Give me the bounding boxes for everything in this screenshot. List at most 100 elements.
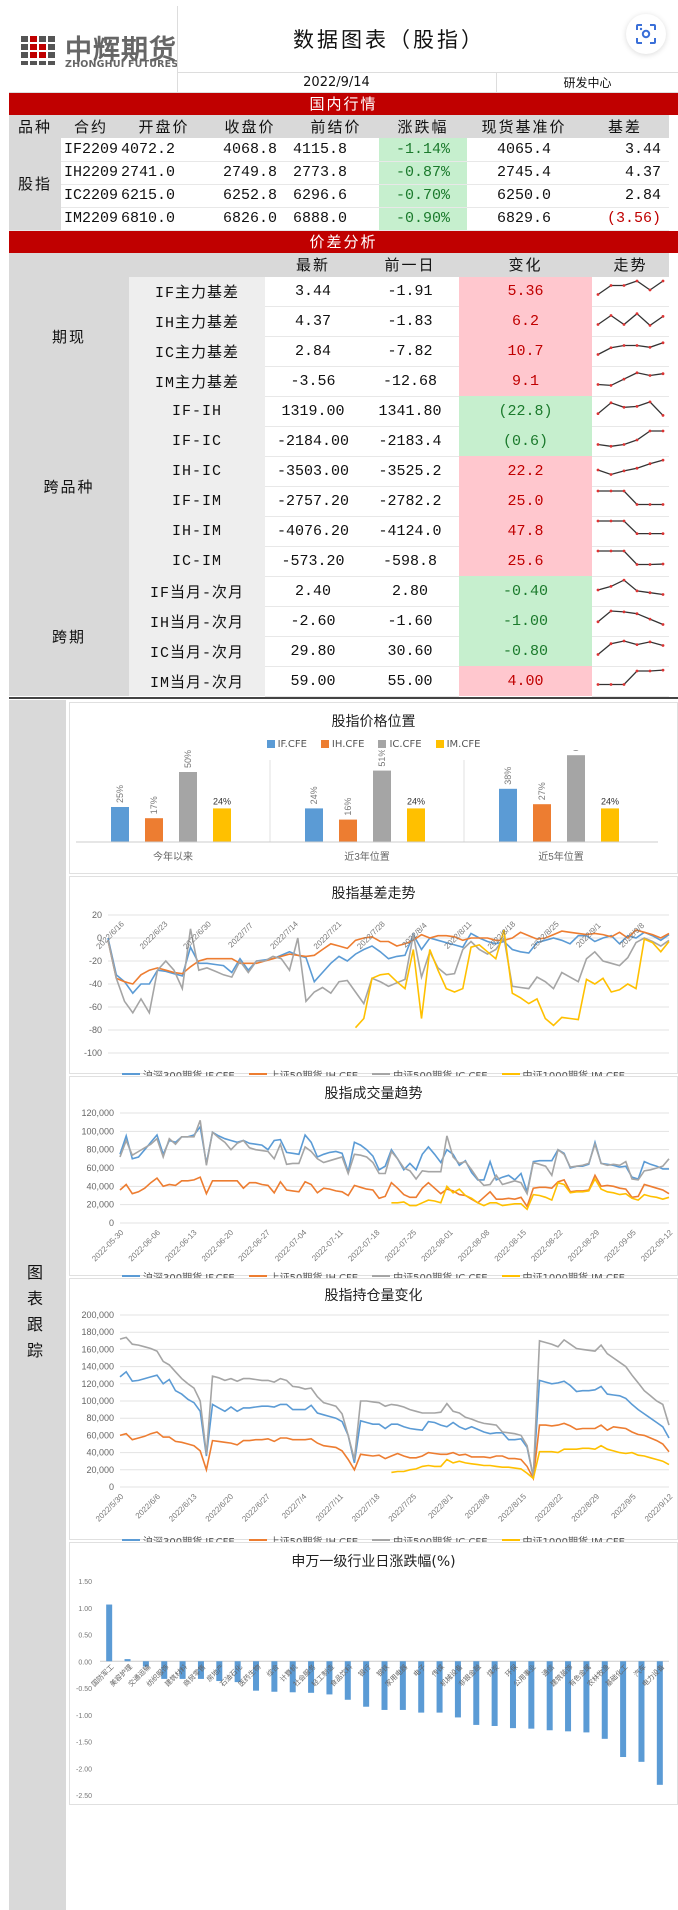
table-row: IC主力基差 2.84 -7.82 10.7 (9, 336, 669, 367)
svg-text:2022-07-04: 2022-07-04 (273, 1227, 309, 1263)
table-row: IM主力基差 -3.56 -12.68 9.1 (9, 366, 669, 397)
chart-title: 股指持仓量变化 (324, 1287, 423, 1304)
svg-text:1.00: 1.00 (78, 1605, 92, 1612)
prev-settle: 6296.6 (293, 184, 379, 208)
spread-label: IH-IC (129, 456, 265, 486)
svg-text:2022/8/25: 2022/8/25 (529, 919, 561, 951)
col-header: 走势 (592, 252, 669, 277)
open-price: 6810.0 (121, 207, 207, 231)
page: 中辉期货 ZHONGHUI FUTURES 数据图表（股指） 2022/9/14… (9, 0, 678, 1910)
divider (9, 696, 678, 700)
logo-mark-icon (21, 30, 61, 70)
col-header: 最新 (265, 252, 361, 277)
basis: 3.44 (581, 138, 669, 162)
svg-text:2022-08-29: 2022-08-29 (566, 1227, 602, 1263)
sparkline (592, 606, 669, 637)
svg-text:2022/9/12: 2022/9/12 (643, 1491, 675, 1523)
table-row: IF-IC -2184.00 -2183.4 (0.6) (9, 426, 669, 457)
col-header: 前一日 (361, 252, 459, 277)
spread-label: IH主力基差 (129, 306, 265, 336)
table-row: 跨品种 IF-IH 1319.00 1341.80 (22.8) (9, 396, 669, 576)
sparkline-chart (596, 370, 665, 387)
latest-value: -3503.00 (265, 456, 361, 487)
svg-text:0: 0 (97, 933, 102, 943)
svg-text:20: 20 (92, 910, 102, 920)
table-row: IF-IM -2757.20 -2782.2 25.0 (9, 486, 669, 517)
svg-text:-2.00: -2.00 (76, 1766, 92, 1773)
latest-value: -2757.20 (265, 486, 361, 517)
sparkline-chart (596, 578, 665, 596)
close-price: 6252.8 (207, 184, 293, 208)
svg-text:20,000: 20,000 (86, 1464, 114, 1474)
legend-label: IM.CFE (446, 738, 481, 750)
legend-label: IH.CFE (331, 738, 365, 750)
prev-settle: 4115.8 (293, 138, 379, 162)
close-price: 6826.0 (207, 207, 293, 231)
change-value: -1.00 (459, 606, 592, 636)
prev-settle: 6888.0 (293, 207, 379, 231)
change-value: 22.2 (459, 456, 592, 486)
table-row: IM2209 6810.0 6826.0 6888.0 -0.90% 6829.… (9, 207, 669, 231)
logo-text-cn: 中辉期货 (65, 35, 177, 66)
change-value: 10.7 (459, 336, 592, 366)
chart-volume-trend: 股指成交量趋势 0 20,000 40,000 60,000 80,000 100,000… (69, 1075, 678, 1284)
latest-value: 3.44 (265, 276, 361, 307)
change-pct: -0.70% (379, 184, 467, 208)
open-price: 6215.0 (121, 184, 207, 208)
sparkline (592, 546, 669, 577)
svg-text:2022/6/27: 2022/6/27 (240, 1491, 272, 1523)
svg-text:-2.50: -2.50 (76, 1793, 92, 1800)
latest-value: -3.56 (265, 366, 361, 397)
table-header-row: 最新 前一日 变化 走势 (9, 252, 669, 277)
prev-value: -7.82 (361, 336, 459, 367)
svg-text:近3年位置: 近3年位置 (344, 850, 390, 863)
latest-value: -573.20 (265, 546, 361, 577)
prev-value: 2.80 (361, 576, 459, 607)
svg-text:2022/7/11: 2022/7/11 (314, 1491, 345, 1522)
change-value: 4.00 (459, 666, 592, 696)
spread-label: IC当月-次月 (129, 636, 265, 666)
svg-text:2022/6/13: 2022/6/13 (167, 1491, 199, 1523)
market-table: 品种 合约 开盘价 收盘价 前结价 涨跌幅 现货基准价 基差 股指 IF2209… (9, 115, 669, 231)
close-price: 2749.8 (207, 161, 293, 185)
svg-text:2022/8/15: 2022/8/15 (496, 1491, 528, 1523)
chart-title: 股指价格位置 (331, 713, 416, 730)
sparkline (592, 456, 669, 487)
section-banner-market: 国内行情 (9, 93, 678, 115)
svg-text:17%: 17% (149, 796, 159, 814)
contract: IF2209 (61, 138, 121, 162)
col-header: 前结价 (293, 115, 379, 138)
spread-label: IM当月-次月 (129, 666, 265, 696)
spot-price: 4065.4 (467, 138, 581, 162)
svg-text:100,000: 100,000 (81, 1126, 114, 1136)
latest-value: -2184.00 (265, 426, 361, 457)
col-header: 收盘价 (207, 115, 293, 138)
svg-text:-1.50: -1.50 (76, 1739, 92, 1746)
svg-text:51%: 51% (377, 750, 387, 767)
svg-text:-0.50: -0.50 (76, 1686, 92, 1693)
group-label: 跨期 (9, 576, 129, 696)
svg-text:0.00: 0.00 (78, 1659, 92, 1666)
logo-text-en: ZHONGHUI FUTURES (65, 59, 179, 70)
scan-button[interactable] (626, 14, 666, 54)
svg-text:-80: -80 (89, 1025, 102, 1035)
spread-table: 最新 前一日 变化 走势 期现 IF主力基差 3.44 -1.91 5.36 IH主力基差… (9, 252, 669, 697)
svg-text:2022/6/30: 2022/6/30 (181, 919, 213, 951)
divider (177, 6, 178, 93)
basis: 2.84 (581, 184, 669, 208)
col-header: 开盘价 (121, 115, 207, 138)
table-row: 期现 IF主力基差 3.44 -1.91 5.36 (9, 276, 669, 396)
close-price: 4068.8 (207, 138, 293, 162)
sparkline-chart (596, 311, 665, 327)
svg-text:2022-06-06: 2022-06-06 (127, 1227, 163, 1263)
svg-text:2022/6/20: 2022/6/20 (204, 1491, 236, 1523)
change-value: 25.0 (459, 486, 592, 516)
sparkline (592, 636, 669, 667)
svg-text:80,000: 80,000 (86, 1413, 114, 1423)
svg-text:-20: -20 (89, 956, 102, 966)
prev-value: 55.00 (361, 666, 459, 697)
chart-price-position: 股指价格位置 IF.CFE IH.CFE IC.CFE IM.CFE 25% 17% 50… (69, 701, 678, 874)
svg-text:-1.00: -1.00 (76, 1712, 92, 1719)
change-value: 5.36 (459, 276, 592, 306)
